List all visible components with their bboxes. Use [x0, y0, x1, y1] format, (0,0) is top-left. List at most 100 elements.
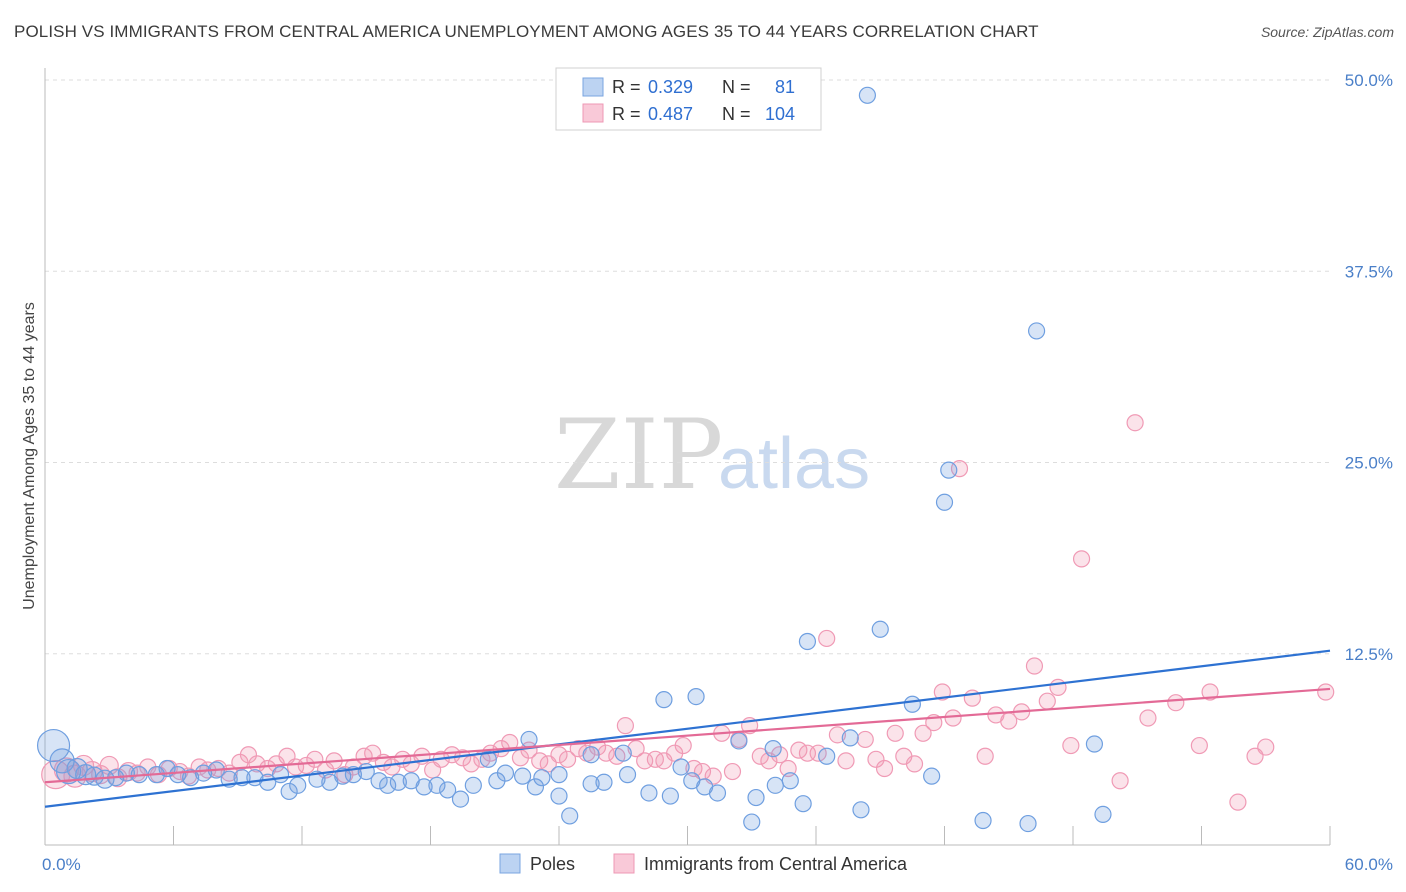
poles-point-73 — [1027, 322, 1046, 340]
poles-point-63 — [687, 687, 705, 706]
poles-point-51 — [708, 784, 727, 802]
y-axis-label: Unemployment Among Ages 35 to 44 years — [21, 302, 38, 610]
poles-point-65 — [479, 750, 497, 768]
poles-point-22 — [289, 776, 307, 794]
poles-point-36 — [464, 776, 482, 794]
legend-swatch-immigrants — [582, 103, 604, 123]
poles-point-30 — [389, 773, 407, 791]
poles-point-62 — [655, 691, 673, 709]
immigrants-point-65 — [674, 736, 692, 755]
poles-point-47 — [661, 787, 679, 805]
immigrants-point-20 — [239, 746, 258, 764]
immigrants-trend-line — [44, 687, 1331, 784]
immigrants-point-84 — [867, 750, 885, 768]
poles-point-54 — [747, 788, 765, 807]
poles-point-34 — [439, 781, 457, 799]
poles-point-70 — [798, 632, 817, 651]
immigrants-point-101 — [1049, 678, 1067, 697]
poles-point-29 — [379, 776, 397, 794]
legend-poles-r-label: R = — [612, 77, 641, 97]
immigrants-point-60 — [627, 740, 645, 758]
immigrants-point-102 — [1062, 736, 1080, 755]
poles-point-32 — [415, 778, 433, 796]
immigrants-point-91 — [933, 683, 951, 701]
immigrants-point-88 — [905, 755, 924, 773]
immigrants-point-53 — [558, 750, 577, 768]
poles-point-68 — [550, 766, 568, 784]
immigrants-point-59 — [616, 717, 634, 735]
poles-point-60 — [852, 801, 870, 819]
immigrants-point-110 — [1229, 793, 1247, 811]
y-tick-label-3: 50.0% — [1345, 71, 1393, 90]
poles-point-40 — [533, 769, 551, 787]
x-tick-label-1: 60.0% — [1345, 855, 1393, 874]
immigrants-point-70 — [723, 762, 742, 781]
poles-point-35 — [451, 790, 470, 808]
immigrants-point-81 — [828, 726, 847, 744]
grid-lines — [45, 79, 1330, 655]
immigrants-point-104 — [1111, 772, 1129, 790]
tick-labels: 12.5% 25.0% 37.5% 50.0% 0.0% 60.0% — [42, 71, 1393, 874]
poles-point-71 — [871, 620, 889, 638]
immigrants-point-83 — [856, 730, 874, 749]
poles-point-78 — [974, 811, 992, 830]
poles-point-64 — [764, 740, 782, 758]
immigrants-point-106 — [1139, 709, 1157, 727]
poles-point-12 — [169, 766, 187, 784]
poles-point-58 — [818, 747, 836, 765]
legend-poles-n-value: 81 — [775, 77, 795, 97]
bottom-legend-swatch-immigrants — [613, 853, 635, 874]
poles-point-0 — [36, 728, 71, 763]
immigrants-point-61 — [636, 752, 654, 770]
poles-point-66 — [496, 764, 515, 782]
immigrants-point-85 — [875, 759, 894, 778]
legend-immigrants-r-value: 0.487 — [648, 104, 693, 124]
poles-point-2 — [55, 758, 82, 785]
immigrants-point-89 — [914, 724, 932, 742]
bottom-legend-swatch-poles — [499, 853, 521, 874]
immigrants-point-112 — [1257, 738, 1275, 756]
poles-point-56 — [781, 772, 799, 790]
watermark: ZIP atlas — [554, 399, 870, 511]
immigrants-point-99 — [1025, 657, 1044, 675]
poles-point-13 — [182, 769, 200, 787]
immigrants-point-82 — [837, 752, 855, 770]
immigrants-point-108 — [1190, 736, 1208, 755]
poles-point-48 — [672, 758, 690, 776]
poles-point-28 — [370, 772, 388, 790]
poles-point-41 — [550, 787, 568, 805]
poles-point-45 — [618, 766, 637, 784]
poles-point-59 — [841, 729, 859, 747]
legend-box: R = 0.329 N = 81 R = 0.487 N = 104 — [555, 67, 822, 131]
trend-lines — [44, 649, 1331, 808]
immigrants-point-93 — [950, 460, 969, 478]
poles-point-79 — [1019, 814, 1037, 833]
poles-point-67 — [520, 730, 538, 749]
bottom-legend-poles: Poles — [530, 854, 575, 874]
poles-point-74 — [940, 461, 958, 479]
immigrants-point-86 — [886, 724, 904, 742]
legend-immigrants-n-label: N = — [722, 104, 751, 124]
poles-point-80 — [1085, 735, 1104, 753]
poles-point-38 — [513, 767, 532, 785]
poles-point-44 — [595, 773, 613, 791]
poles-point-14 — [194, 764, 213, 782]
source-label: Source: ZipAtlas.com — [1260, 24, 1394, 40]
immigrants-point-107 — [1167, 694, 1185, 712]
immigrants-point-92 — [944, 709, 962, 727]
y-tick-label-2: 37.5% — [1345, 262, 1393, 281]
immigrants-point-52 — [550, 746, 568, 764]
legend-swatch-poles — [582, 77, 604, 97]
immigrants-point-109 — [1201, 683, 1219, 701]
axes — [44, 68, 1331, 846]
bottom-legend: Poles Immigrants from Central America — [499, 853, 908, 874]
poles-point-69 — [582, 746, 600, 764]
poles-point-46 — [640, 784, 658, 802]
poles-point-20 — [271, 766, 290, 784]
legend-poles-n-label: N = — [722, 77, 751, 97]
chart-title: POLISH VS IMMIGRANTS FROM CENTRAL AMERIC… — [14, 22, 1039, 41]
y-tick-label-1: 25.0% — [1345, 454, 1393, 473]
immigrants-point-75 — [770, 746, 789, 764]
legend-immigrants-n-value: 104 — [765, 104, 795, 124]
